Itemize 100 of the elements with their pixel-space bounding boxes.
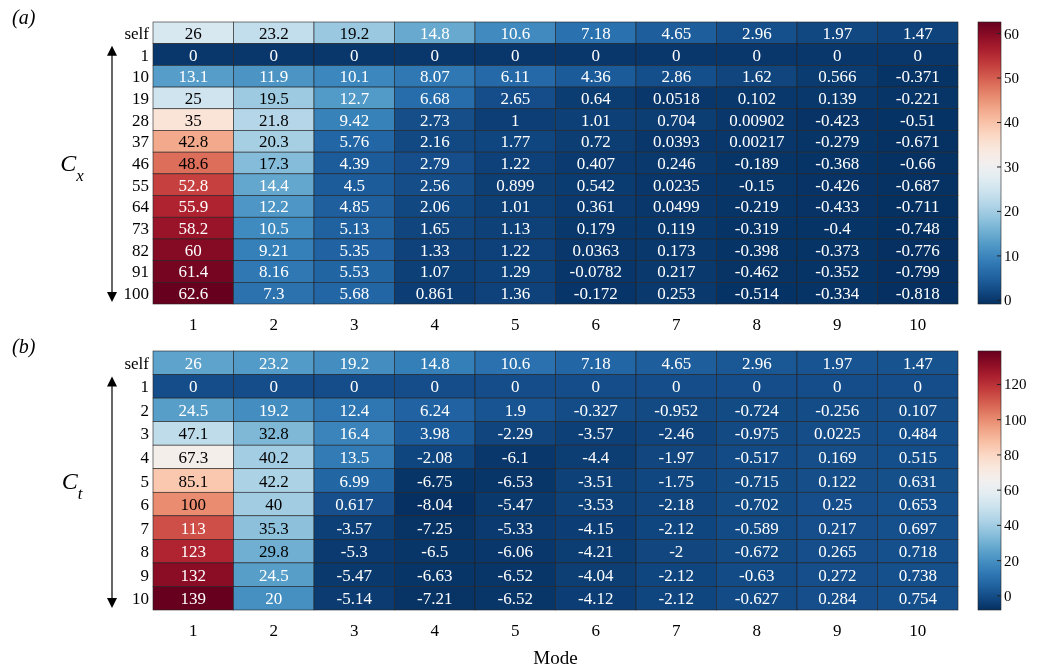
data-label: -7.25 <box>417 518 453 538</box>
data-label: 6.68 <box>419 88 450 108</box>
data-label: 19.2 <box>258 400 289 420</box>
data-label: -0.368 <box>815 154 860 173</box>
data-label: 0 <box>591 45 600 65</box>
data-label: 1.47 <box>902 353 934 373</box>
data-label: -0.715 <box>734 471 779 491</box>
data-label: 35 <box>184 110 202 130</box>
data-label: 0.217 <box>818 518 857 538</box>
y-tick-label: 1 <box>140 377 149 397</box>
data-label: -0.426 <box>815 175 860 195</box>
data-label: 0.246 <box>657 154 696 173</box>
data-label: 5.68 <box>339 284 370 304</box>
data-label: -0.352 <box>815 262 860 282</box>
data-label: 4.5 <box>343 175 365 195</box>
data-label: 1.01 <box>500 197 531 217</box>
data-label: 0 <box>833 45 842 65</box>
data-label: -6.75 <box>417 471 453 491</box>
data-label: 0.653 <box>898 495 937 515</box>
data-label: 7.18 <box>580 353 611 373</box>
data-label: 0 <box>833 377 842 397</box>
data-label: 0.119 <box>657 219 696 239</box>
data-label: -0.687 <box>895 175 941 195</box>
data-label: 0.617 <box>335 495 374 515</box>
data-label: -8.04 <box>417 495 453 515</box>
data-label: 0.718 <box>898 542 937 562</box>
data-label: 0 <box>591 377 600 397</box>
data-label: -0.373 <box>815 240 860 260</box>
data-label: -6.63 <box>417 565 453 585</box>
data-label: 42.2 <box>258 471 289 491</box>
color-bar-label: 20 <box>1004 552 1019 569</box>
data-label: -2.08 <box>417 447 453 467</box>
data-label: 14.4 <box>258 175 290 195</box>
data-label: 1.22 <box>500 240 531 260</box>
data-label: -6.06 <box>497 542 533 562</box>
data-label: -0.63 <box>739 565 775 585</box>
y-tick-label: 28 <box>132 110 149 130</box>
data-label: 23.2 <box>258 353 289 373</box>
data-label: -0.398 <box>734 240 779 260</box>
data-label: 0.253 <box>657 284 696 304</box>
y-tick-label: 10 <box>132 67 149 87</box>
data-label: 0.0225 <box>813 424 861 444</box>
data-label: -0.589 <box>734 518 779 538</box>
data-label: -0.702 <box>734 495 779 515</box>
y-tick-label: self <box>124 23 150 43</box>
color-bar-label: 30 <box>1004 158 1019 175</box>
y-tick-label: 7 <box>140 518 150 538</box>
data-label: 0.102 <box>737 88 776 108</box>
data-label: -0.319 <box>734 219 779 239</box>
color-bar-label: 0 <box>1004 587 1012 604</box>
y-axis-title: C$_{t}$ <box>61 467 83 502</box>
data-label: 5.53 <box>339 262 370 282</box>
chart-title: (a) <box>12 6 36 29</box>
y-tick-label: 1 <box>140 45 149 65</box>
data-label: -3.57 <box>578 424 614 444</box>
data-label: 0.00217 <box>729 132 785 152</box>
data-label: 0 <box>913 377 922 397</box>
data-label: 85.1 <box>178 471 209 491</box>
data-label: 0.217 <box>657 262 696 282</box>
data-label: -6.1 <box>501 447 529 467</box>
data-label: 20 <box>265 589 283 609</box>
y-tick-label: 5 <box>140 471 149 491</box>
data-label: 0.697 <box>898 518 938 538</box>
y-tick-label: 19 <box>132 88 149 108</box>
data-label: -6.52 <box>497 589 533 609</box>
x-tick-label: 9 <box>833 621 842 640</box>
data-label: 4.85 <box>339 197 370 217</box>
data-label: 0.484 <box>898 424 938 444</box>
data-label: 0 <box>189 377 198 397</box>
color-bar-label: 40 <box>1004 517 1019 534</box>
data-label: 123 <box>180 542 206 562</box>
x-tick-label: 5 <box>511 315 520 334</box>
data-label: 0.0499 <box>652 197 700 217</box>
data-label: 7.18 <box>580 23 611 43</box>
x-tick-label: 4 <box>430 315 440 334</box>
data-label: 19.2 <box>339 23 370 43</box>
data-label: 6.24 <box>419 400 451 420</box>
data-label: -2 <box>669 542 684 562</box>
data-label: 3.98 <box>419 424 450 444</box>
data-label: 58.2 <box>178 219 209 239</box>
data-label: 0 <box>430 45 439 65</box>
data-label: 2.56 <box>419 175 450 195</box>
data-label: 0.107 <box>898 400 938 420</box>
x-tick-label: 1 <box>189 621 198 640</box>
data-label: 0 <box>350 377 359 397</box>
data-label: 2.65 <box>500 88 531 108</box>
data-label: 5.13 <box>339 219 370 239</box>
data-label: 0.0235 <box>652 175 700 195</box>
data-label: 0 <box>752 377 761 397</box>
y-tick-label: 55 <box>132 175 149 195</box>
data-label: -3.57 <box>336 518 373 538</box>
y-tick-label: 2 <box>140 400 149 420</box>
data-label: 48.6 <box>178 154 209 173</box>
data-label: -4.21 <box>578 542 614 562</box>
data-label: -6.52 <box>497 565 533 585</box>
data-label: -0.0782 <box>569 262 622 282</box>
data-label: 2.96 <box>741 23 772 43</box>
data-label: 1.07 <box>419 262 451 282</box>
data-label: -0.952 <box>654 400 699 420</box>
color-bar-label: 50 <box>1004 70 1019 87</box>
